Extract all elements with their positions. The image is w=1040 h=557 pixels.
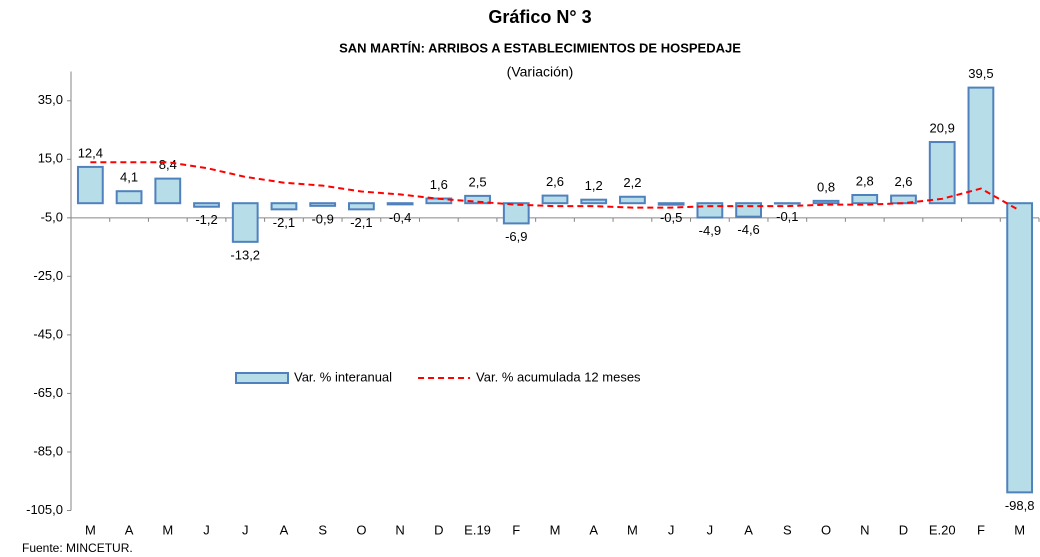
bar [76,165,104,205]
bar [231,202,259,243]
chart-title: Gráfico N° 3 [488,7,591,27]
x-tick-label: O [356,522,366,537]
data-label: -2,1 [350,215,372,230]
data-label: 0,8 [817,179,835,194]
data-label: -6,9 [505,229,527,244]
x-tick-label: O [821,522,831,537]
x-tick-label: D [899,522,908,537]
x-tick-label: J [668,522,675,537]
data-label: -1,2 [195,212,217,227]
bar [348,202,375,211]
y-tick-label: -65,0 [33,385,63,400]
legend-label: Var. % acumulada 12 meses [476,369,641,384]
data-label: -4,9 [699,223,721,238]
bar [309,202,337,207]
bar [812,199,840,205]
bar [657,202,685,206]
x-tick-label: A [589,522,598,537]
data-label: 1,2 [585,178,603,193]
data-label: 12,4 [78,145,103,160]
x-tick-label: M [85,522,96,537]
bar [619,195,646,205]
y-tick-label: 15,0 [38,151,63,166]
x-tick-label: M [627,522,638,537]
data-label: -0,1 [776,209,798,224]
legend-swatch [235,372,289,384]
x-tick-label: E.20 [929,522,956,537]
data-label: 20,9 [930,120,955,135]
x-tick-label: M [550,522,561,537]
y-tick-label: 35,0 [38,92,63,107]
bar [541,194,569,205]
x-tick-label: E.19 [464,522,491,537]
bar [967,86,995,205]
x-tick-label: D [434,522,443,537]
data-label: -0,9 [311,211,333,226]
y-tick-label: -25,0 [33,268,63,283]
x-tick-label: S [318,522,327,537]
bar [890,194,917,205]
data-label: 39,5 [968,66,993,81]
source: Fuente: MINCETUR. [22,541,133,555]
y-tick-label: -85,0 [33,443,63,458]
data-label: -4,6 [737,222,759,237]
x-tick-label: N [860,522,869,537]
data-label: 2,2 [623,175,641,190]
data-label: 4,1 [120,170,138,185]
x-tick-label: J [707,522,714,537]
x-tick-label: M [162,522,173,537]
x-tick-label: A [125,522,134,537]
bar [1006,202,1034,494]
x-tick-label: J [242,522,249,537]
data-label: -0,4 [389,210,411,225]
data-label: 8,4 [159,157,177,172]
data-label: 2,5 [469,174,487,189]
data-label: -98,8 [1005,498,1035,513]
bar [386,202,414,206]
data-label: 2,8 [856,173,874,188]
y-tick-label: -5,0 [41,209,63,224]
x-tick-label: J [203,522,210,537]
bar [270,202,298,211]
bar [115,190,143,205]
y-tick-label: -105,0 [26,502,63,517]
x-tick-label: A [280,522,289,537]
data-label: 2,6 [546,174,564,189]
x-tick-label: F [977,522,985,537]
data-label: -0,5 [660,210,682,225]
bar [580,198,608,205]
y-tick-label: -45,0 [33,326,63,341]
bar [928,141,956,205]
data-label: 2,6 [894,174,912,189]
data-label: 1,6 [430,177,448,192]
bar [154,177,182,205]
x-tick-label: N [395,522,404,537]
x-tick-label: F [512,522,520,537]
bar [193,202,220,208]
x-tick-label: A [744,522,753,537]
data-label: -2,1 [273,215,295,230]
x-tick-label: M [1014,522,1025,537]
bar [696,202,724,219]
legend-label: Var. % interanual [294,369,392,384]
bar [851,194,879,205]
chart-subtitle: SAN MARTÍN: ARRIBOS A ESTABLECIMIENTOS D… [339,40,741,55]
bar [502,202,530,225]
data-label: -13,2 [230,247,260,262]
x-tick-label: S [783,522,792,537]
bar [464,194,491,205]
chart-note: (Variación) [507,64,574,80]
